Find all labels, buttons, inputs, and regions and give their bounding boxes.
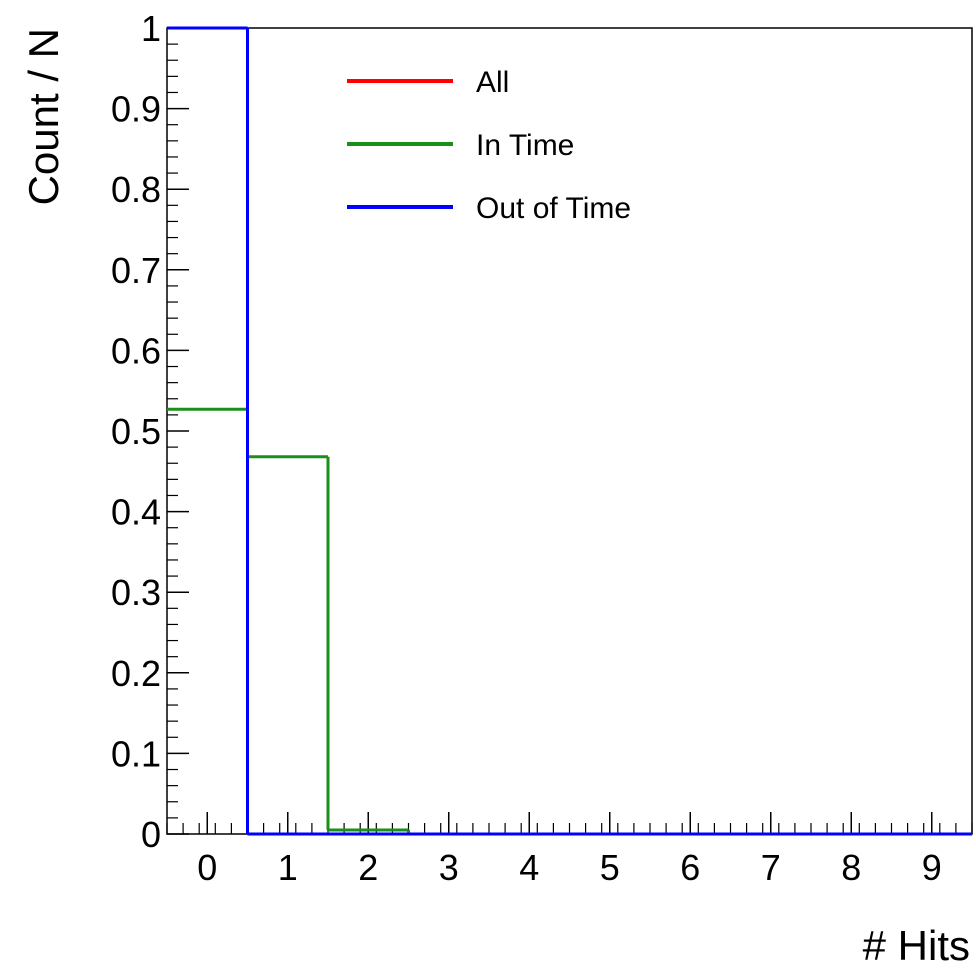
x-tick-label: 9 [922, 847, 942, 888]
tick-labels: 0 0.1 0.2 0.3 0.4 0.5 0.6 0.7 0.8 0.9 1 0 1 2 3 4 5 6 7 8 9 [111, 8, 942, 888]
series-in-time [167, 407, 972, 836]
y-tick-label: 0.6 [111, 330, 161, 371]
axis-ticks [166, 27, 973, 835]
x-tick-label: 1 [278, 847, 298, 888]
y-tick-label: 0.9 [111, 89, 161, 130]
legend: All In Time Out of Time [347, 66, 631, 225]
x-axis-title: # Hits [863, 922, 970, 968]
y-tick-label: 0.1 [111, 733, 161, 774]
x-tick-label: 4 [519, 847, 539, 888]
series-layer [167, 26, 972, 836]
y-tick-label: 0.4 [111, 492, 161, 533]
x-tick-label: 0 [197, 847, 217, 888]
y-tick-label: 0.2 [111, 653, 161, 694]
series-out-of-time [167, 26, 972, 836]
legend-label: All [476, 66, 509, 99]
y-tick-label: 0 [141, 814, 161, 855]
y-tick-label: 0.7 [111, 250, 161, 291]
x-tick-label: 6 [680, 847, 700, 888]
x-tick-label: 5 [600, 847, 620, 888]
x-tick-label: 3 [439, 847, 459, 888]
y-tick-label: 0.3 [111, 572, 161, 613]
x-tick-label: 7 [761, 847, 781, 888]
y-axis-title: Count / N [20, 28, 67, 205]
x-tick-label: 2 [358, 847, 378, 888]
legend-label: Out of Time [476, 192, 631, 225]
y-tick-label: 0.8 [111, 169, 161, 210]
y-tick-label: 0.5 [111, 411, 161, 452]
legend-label: In Time [476, 129, 574, 162]
y-tick-label: 1 [141, 8, 161, 49]
x-tick-label: 8 [841, 847, 861, 888]
